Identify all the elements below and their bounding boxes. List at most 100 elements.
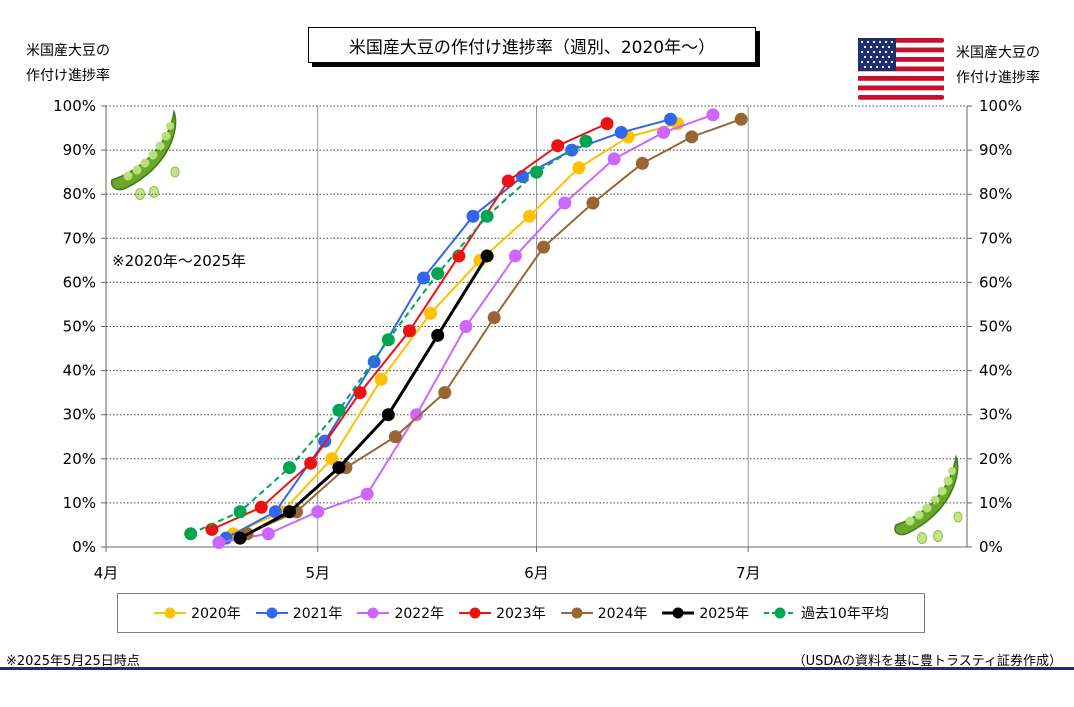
y-tick-label-right: 30% xyxy=(979,406,1012,424)
data-point xyxy=(586,196,600,210)
data-point xyxy=(480,209,494,223)
data-point xyxy=(706,108,720,122)
data-point xyxy=(374,372,388,386)
y-tick-label-left: 20% xyxy=(63,450,96,468)
legend-swatch-marker xyxy=(571,607,583,619)
y-tick-label-right: 40% xyxy=(979,362,1012,380)
data-point xyxy=(205,522,219,536)
y-tick-label-left: 30% xyxy=(63,406,96,424)
y-tick-label-right: 50% xyxy=(979,318,1012,336)
chart-title: 米国産大豆の作付け進捗率（週別、2020年～） xyxy=(308,27,756,63)
legend-swatch-marker xyxy=(367,607,379,619)
legend-swatch-marker xyxy=(469,607,481,619)
y-tick-label-right: 60% xyxy=(979,273,1012,291)
data-point xyxy=(424,306,438,320)
series-line xyxy=(225,118,671,540)
data-point xyxy=(480,249,494,263)
y-tick-label-right: 70% xyxy=(979,229,1012,247)
series-2022年 xyxy=(212,108,720,550)
data-point xyxy=(734,112,748,126)
data-point xyxy=(261,527,275,541)
data-point xyxy=(212,536,226,550)
legend-swatch xyxy=(662,607,695,619)
left-axis-caption-line: 米国産大豆の xyxy=(26,43,110,59)
data-point xyxy=(522,209,536,223)
data-point xyxy=(325,452,339,466)
legend-item: 2023年 xyxy=(458,603,546,623)
data-point xyxy=(487,311,501,325)
data-point xyxy=(607,152,621,166)
legend-item: 2020年 xyxy=(153,603,241,623)
data-point xyxy=(282,505,296,519)
data-point xyxy=(579,134,593,148)
legend-item: 2021年 xyxy=(255,603,342,623)
data-point xyxy=(233,505,247,519)
y-tick-label-right: 80% xyxy=(979,185,1012,203)
left-axis-caption-line: 作付け進捗率 xyxy=(26,68,110,84)
data-point xyxy=(508,249,522,263)
x-tick-label: 5月 xyxy=(305,564,330,582)
data-point xyxy=(466,209,480,223)
y-tick-label-left: 70% xyxy=(63,229,96,247)
data-point xyxy=(657,125,671,139)
legend-label: 2020年 xyxy=(191,606,241,622)
data-point xyxy=(282,461,296,475)
y-tick-label-left: 80% xyxy=(63,185,96,203)
legend-item: 2022年 xyxy=(356,603,444,623)
legend-swatch xyxy=(154,607,187,619)
legend-label: 2025年 xyxy=(699,606,749,622)
data-point xyxy=(431,328,445,342)
axes: 0% 0% 10% 10% 20% 20% 30% 30% 40% 40% 50% 50% 60% 60%… xyxy=(53,97,1022,582)
data-point xyxy=(360,487,374,501)
y-tick-label-left: 10% xyxy=(63,494,96,512)
series-2025年 xyxy=(233,249,494,545)
soybean-pod-icon xyxy=(894,454,963,544)
data-point xyxy=(388,430,402,444)
legend-swatch xyxy=(764,607,796,619)
legend-swatch-marker xyxy=(672,607,684,619)
legend-swatch-marker xyxy=(266,607,278,619)
legend-label: 2024年 xyxy=(597,606,648,622)
legend-swatch xyxy=(357,607,390,619)
series-line xyxy=(239,255,489,540)
soybean-pod-icon xyxy=(110,109,180,200)
data-point xyxy=(417,271,431,285)
x-tick-label: 4月 xyxy=(94,564,119,582)
data-point xyxy=(381,408,395,422)
data-point xyxy=(551,139,565,153)
right-axis-caption: 米国産大豆の 作付け進捗率 xyxy=(956,41,1040,91)
legend: 2020年 2021年 2022年 2023年 2024年 2025年 過去10年平均 xyxy=(117,593,925,633)
series-layer xyxy=(184,108,748,550)
y-tick-label-right: 20% xyxy=(979,450,1012,468)
data-point xyxy=(452,249,466,263)
data-point xyxy=(664,112,678,126)
y-tick-label-left: 100% xyxy=(53,97,96,115)
data-point xyxy=(353,386,367,400)
series-line xyxy=(232,122,678,535)
data-point xyxy=(332,403,346,417)
data-point xyxy=(268,505,282,519)
data-point xyxy=(304,456,318,470)
data-point xyxy=(685,130,699,144)
x-tick-label: 7月 xyxy=(736,564,761,582)
left-axis-caption: 米国産大豆の 作付け進捗率 xyxy=(26,39,110,89)
data-point xyxy=(501,174,515,188)
data-point xyxy=(459,320,473,333)
data-point xyxy=(537,240,551,254)
data-point xyxy=(184,527,198,541)
legend-item: 2024年 xyxy=(560,603,648,623)
data-point xyxy=(438,386,452,400)
source-note: （USDAの資料を基に豊トラスティ証券作成） xyxy=(792,654,1062,669)
legend-swatch-marker xyxy=(774,607,786,619)
data-point xyxy=(367,355,381,369)
y-tick-label-left: 0% xyxy=(72,538,96,556)
series-2021年 xyxy=(219,112,678,545)
data-point xyxy=(332,461,346,475)
legend-label: 過去10年平均 xyxy=(801,606,889,622)
period-note: ※2020年～2025年 xyxy=(112,252,246,270)
series-2023年 xyxy=(205,117,614,536)
y-tick-label-right: 100% xyxy=(979,97,1022,115)
y-tick-label-left: 40% xyxy=(63,362,96,380)
grid xyxy=(106,105,967,547)
